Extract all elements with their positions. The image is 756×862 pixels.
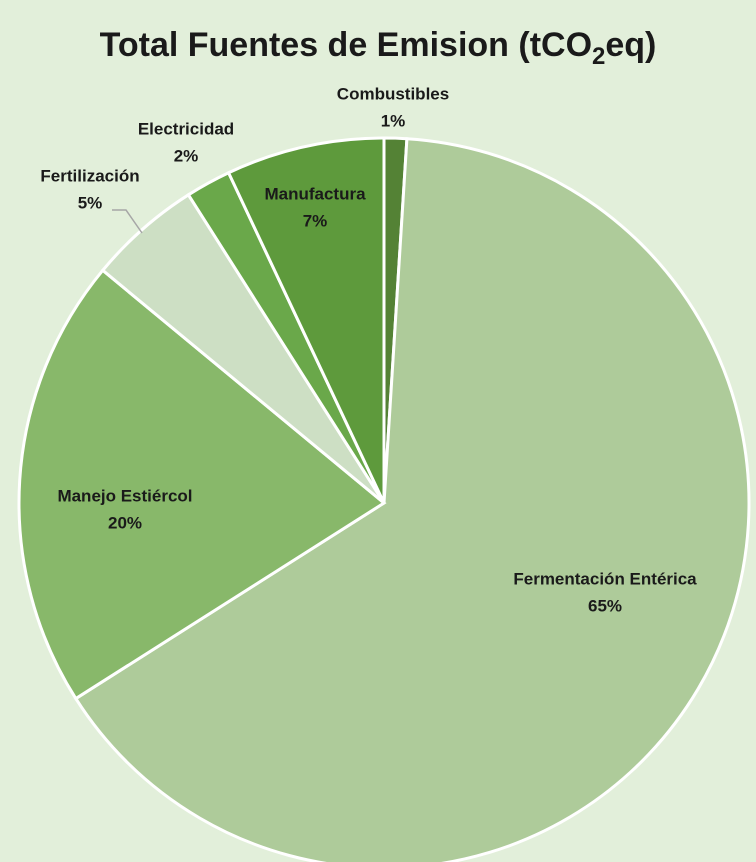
slice-value-label: 7%	[303, 211, 328, 230]
slice-label: Manufactura	[264, 184, 366, 203]
slice-label: Manejo Estiércol	[57, 486, 192, 505]
slice-label: Electricidad	[138, 119, 234, 138]
slice-value-label: 5%	[78, 193, 103, 212]
pie-slice	[73, 137, 751, 862]
slice-label: Combustibles	[337, 84, 449, 103]
slice-value-label: 1%	[381, 111, 406, 130]
slice-label: Fertilización	[40, 166, 139, 185]
slice-value-label: 65%	[588, 596, 622, 615]
title-part: Total Fuentes de Emision (tCO	[100, 26, 592, 64]
pie-slice	[226, 136, 386, 504]
slice-label: Fermentación Entérica	[513, 569, 697, 588]
labels: Combustibles 1% Fermentación Entérica 65% Ma…	[40, 84, 697, 615]
leader-line	[112, 209, 143, 234]
title-part: eq)	[605, 26, 656, 64]
slice-value-label: 20%	[108, 513, 142, 532]
slice-value-label: 2%	[174, 146, 199, 165]
chart-title: Total Fuentes de Emision (tCO2eq)	[100, 26, 657, 70]
pie	[17, 136, 751, 862]
title-subscript: 2	[592, 43, 605, 70]
pie-slice	[17, 268, 387, 701]
